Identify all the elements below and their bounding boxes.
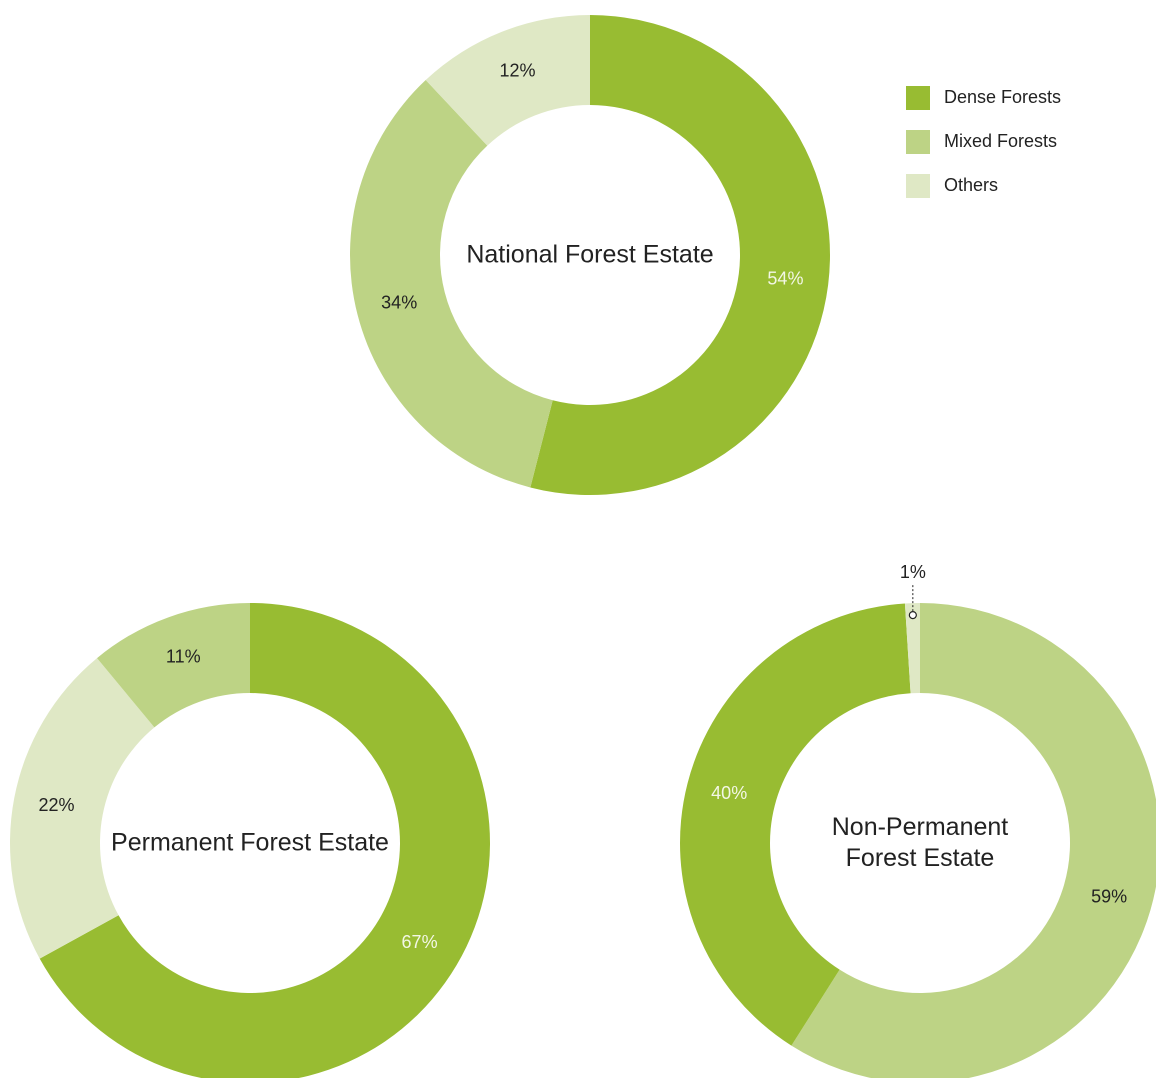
center-title: National Forest Estate bbox=[466, 240, 714, 269]
value-label: 1% bbox=[900, 562, 926, 582]
value-label: 40% bbox=[711, 783, 747, 803]
legend-label: Others bbox=[944, 175, 998, 195]
value-label: 11% bbox=[166, 646, 201, 666]
leader-dot bbox=[908, 611, 917, 620]
donut-segment bbox=[39, 603, 490, 1078]
center-title: Non-Permanent Forest Estate bbox=[831, 812, 1009, 872]
donut-segment bbox=[10, 658, 155, 959]
value-label: 67% bbox=[402, 932, 438, 952]
donut-segment bbox=[425, 15, 590, 146]
legend-label: Mixed Forests bbox=[944, 131, 1057, 151]
legend-swatch bbox=[906, 174, 930, 198]
donut-segment bbox=[679, 603, 911, 1046]
value-label: 12% bbox=[499, 61, 535, 81]
value-label: 34% bbox=[381, 293, 417, 313]
donut-segment bbox=[97, 603, 250, 728]
value-label: 54% bbox=[767, 268, 803, 288]
legend-swatch bbox=[906, 130, 930, 154]
value-label: 22% bbox=[38, 795, 74, 815]
legend-label: Dense Forests bbox=[944, 87, 1061, 107]
value-label: 59% bbox=[1091, 887, 1127, 907]
donut-segment bbox=[530, 15, 830, 495]
legend-swatch bbox=[906, 86, 930, 110]
center-title: Permanent Forest Estate bbox=[111, 828, 389, 857]
donut-segment bbox=[904, 603, 920, 694]
donut-segment bbox=[350, 80, 553, 488]
donut-segment bbox=[791, 603, 1156, 1078]
